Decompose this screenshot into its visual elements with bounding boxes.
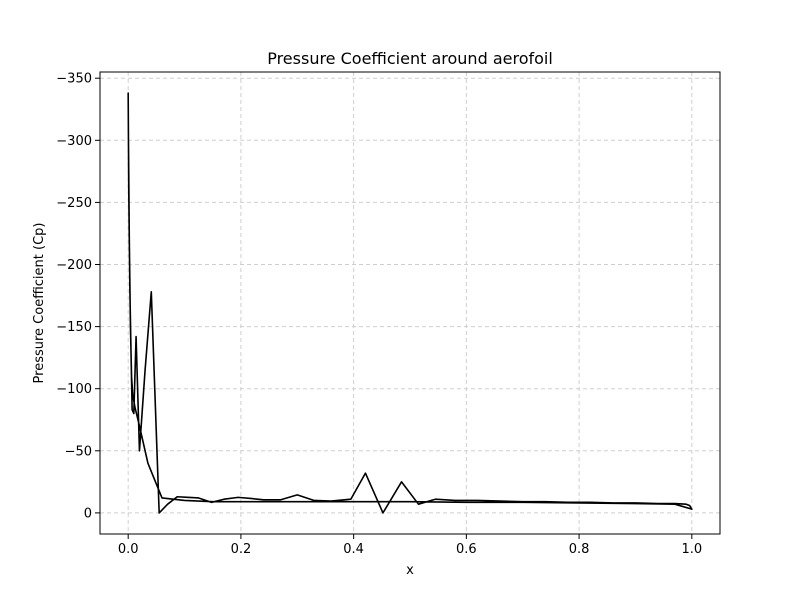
y-tick-label: −50 — [65, 444, 92, 459]
y-tick-label: 0 — [84, 506, 92, 521]
y-tick-label: −250 — [56, 196, 92, 211]
x-tick-label: 0.0 — [118, 542, 139, 557]
y-ticks: −350 −300 −250 −200 −150 −100 −50 0 — [56, 72, 100, 521]
x-tick-label: 0.4 — [343, 542, 364, 557]
x-tick-label: 0.2 — [231, 542, 252, 557]
x-tick-label: 0.8 — [569, 542, 590, 557]
cp-series-line — [127, 92, 693, 514]
chart-title: Pressure Coefficient around aerofoil — [267, 49, 553, 68]
data-series — [127, 92, 693, 514]
y-tick-label: −200 — [56, 258, 92, 273]
grid-lines — [100, 72, 720, 534]
y-tick-label: −350 — [56, 72, 92, 87]
y-tick-label: −300 — [56, 134, 92, 149]
y-tick-label: −100 — [56, 382, 92, 397]
y-tick-label: −150 — [56, 320, 92, 335]
x-tick-label: 1.0 — [681, 542, 702, 557]
plot-frame — [99, 71, 721, 535]
x-axis-label: x — [406, 563, 414, 578]
x-ticks: 0.0 0.2 0.4 0.6 0.8 1.0 — [118, 534, 702, 557]
y-axis-label: Pressure Coefficient (Cp) — [32, 223, 47, 384]
x-tick-label: 0.6 — [456, 542, 477, 557]
